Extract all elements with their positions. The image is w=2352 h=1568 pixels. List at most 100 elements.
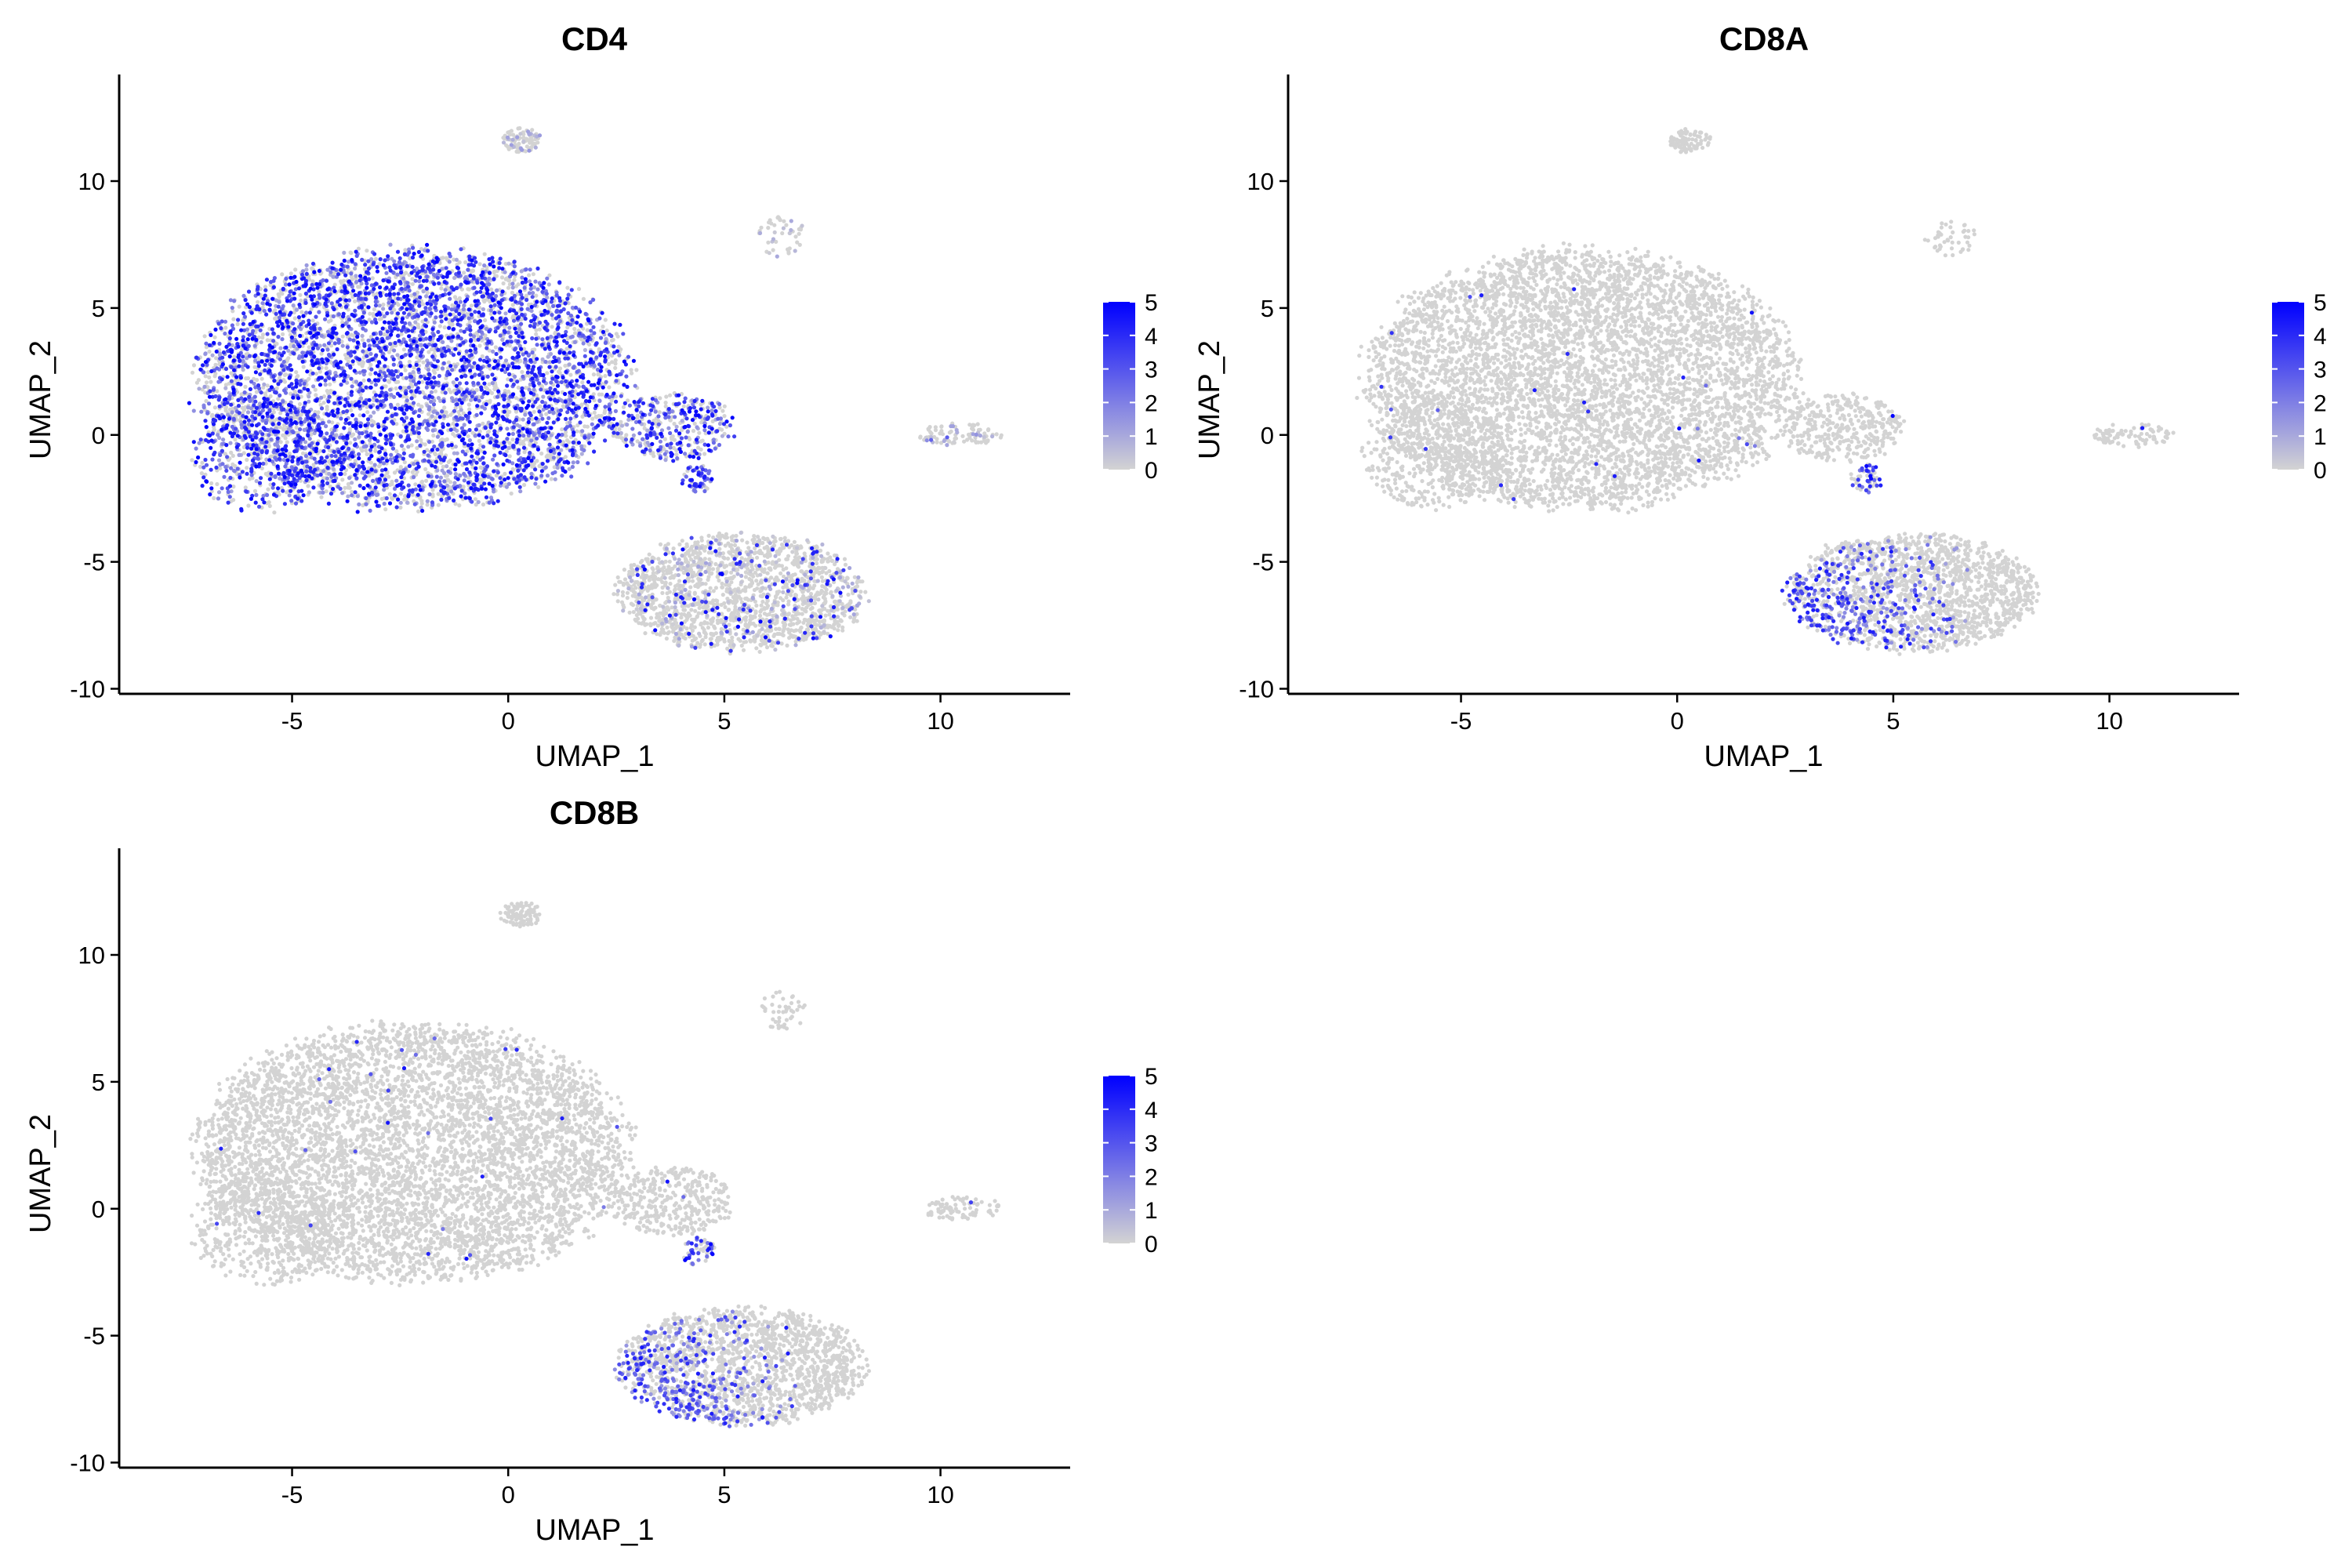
cell-point — [294, 307, 299, 312]
cell-point — [743, 575, 749, 579]
cell-point — [425, 499, 430, 503]
cell-point — [818, 625, 823, 630]
cell-point — [477, 429, 482, 434]
cell-point — [370, 276, 375, 281]
cell-point — [495, 288, 499, 292]
cell-point — [927, 425, 932, 430]
cell-point — [564, 438, 570, 443]
cell-point — [856, 575, 861, 580]
cell-point — [202, 334, 207, 339]
cell-point — [367, 474, 372, 478]
cell-point — [970, 426, 975, 431]
cell-point — [797, 628, 802, 633]
cell-point — [978, 434, 982, 438]
cell-point — [705, 621, 710, 626]
cell-point — [273, 316, 278, 321]
cell-point — [789, 219, 793, 223]
cell-point — [722, 414, 727, 419]
cell-point — [631, 589, 636, 594]
cell-point — [928, 430, 933, 434]
cell-point — [665, 591, 670, 596]
cell-point — [954, 427, 959, 433]
cell-point — [765, 553, 771, 557]
cell-point — [752, 587, 757, 593]
cell-point — [564, 434, 568, 438]
cell-point — [278, 411, 283, 416]
cell-point — [190, 370, 195, 375]
cell-point — [718, 563, 723, 568]
cell-point — [364, 448, 368, 453]
cell-point — [203, 351, 208, 356]
cell-point — [199, 471, 204, 476]
cell-point — [692, 421, 697, 426]
cell-point — [326, 319, 331, 324]
cell-point — [545, 453, 550, 458]
cell-point — [750, 630, 755, 634]
cell-point — [387, 350, 391, 354]
cell-point — [661, 569, 666, 574]
cell-point — [430, 488, 435, 492]
cell-point — [720, 581, 724, 586]
cell-point — [634, 607, 639, 612]
cell-point — [677, 643, 681, 648]
cell-point — [772, 230, 777, 234]
cell-point — [212, 425, 216, 430]
cell-point — [659, 611, 664, 615]
cell-point — [433, 452, 438, 457]
cell-point — [267, 503, 272, 509]
cell-point — [532, 141, 537, 146]
cell-point — [647, 552, 652, 557]
cell-point — [802, 600, 807, 604]
cell-point — [488, 311, 493, 316]
cell-point — [942, 438, 946, 444]
cell-point — [619, 600, 625, 604]
cell-point — [755, 567, 760, 572]
cell-point — [426, 368, 431, 372]
cell-point — [800, 607, 804, 612]
cell-point — [607, 385, 612, 390]
cell-point — [583, 424, 587, 429]
cell-point — [237, 304, 241, 309]
cell-point — [706, 550, 712, 555]
cell-point — [760, 568, 765, 574]
cell-point — [398, 505, 403, 510]
cell-point — [648, 615, 654, 620]
cell-point — [823, 565, 828, 571]
cell-point — [680, 419, 684, 423]
cell-point — [419, 404, 424, 409]
cell-point — [764, 645, 770, 650]
cell-point — [761, 641, 766, 646]
cell-point — [368, 372, 372, 376]
cell-point — [673, 631, 679, 637]
cell-point — [812, 579, 817, 583]
cell-point — [678, 626, 683, 632]
cell-point — [398, 492, 403, 496]
cell-point — [748, 569, 753, 574]
cell-point — [451, 431, 456, 437]
cell-point — [731, 643, 736, 648]
cell-point — [686, 576, 691, 581]
cell-point — [974, 432, 978, 437]
cell-point — [390, 496, 395, 501]
cell-point — [532, 409, 536, 414]
cell-point — [509, 491, 514, 496]
cell-point — [424, 478, 429, 483]
cell-point — [685, 615, 690, 620]
cell-point — [699, 621, 704, 626]
cell-point — [223, 383, 228, 387]
cell-point — [575, 429, 579, 434]
cell-point — [994, 432, 999, 437]
cell-point — [748, 614, 753, 619]
cell-point — [786, 602, 791, 607]
cell-point — [827, 612, 832, 617]
cell-point — [527, 148, 532, 153]
cell-point — [688, 585, 693, 590]
cell-point — [423, 442, 427, 447]
cell-point — [209, 414, 214, 419]
cell-point — [677, 542, 682, 547]
cell-point — [681, 404, 686, 408]
cell-point — [394, 386, 398, 390]
cell-point — [626, 586, 631, 591]
cell-point — [346, 494, 350, 499]
cell-point — [700, 438, 705, 443]
